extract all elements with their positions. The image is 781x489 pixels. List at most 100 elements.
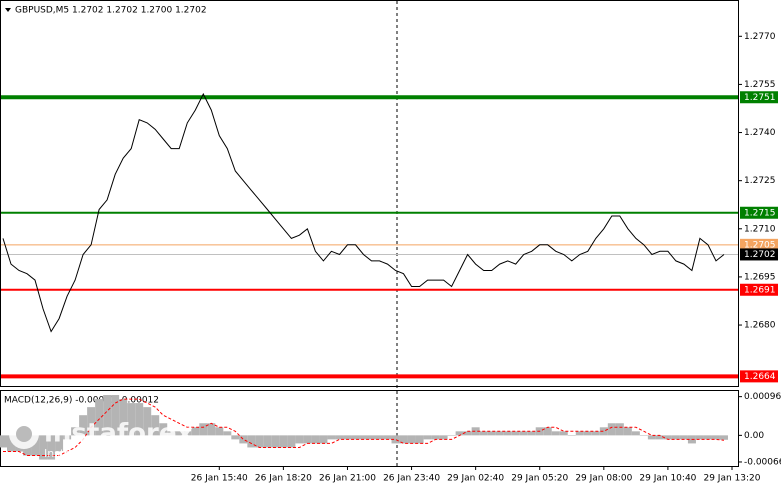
macd-bar: [575, 431, 584, 436]
watermark: instaforex Instant Forex Trading: [9, 419, 194, 460]
x-tick-label: 29 Jan 10:40: [639, 474, 696, 484]
macd-bar: [391, 435, 400, 444]
macd-bar: [343, 435, 352, 440]
macd-bar: [71, 427, 80, 436]
macd-bar: [511, 431, 520, 436]
macd-bar: [183, 431, 192, 436]
macd-bar: [671, 435, 680, 440]
signal-line: [3, 398, 725, 456]
macd-bar: [207, 423, 216, 436]
macd-bar: [143, 407, 152, 436]
macd-bar: [487, 431, 496, 436]
x-tick-label: 29 Jan 02:40: [447, 474, 504, 484]
macd-bar: [215, 427, 224, 436]
macd-bar: [159, 423, 168, 436]
macd-bar: [719, 435, 728, 440]
macd-bar: [615, 423, 624, 436]
y-tick-label: 1.2770: [744, 32, 776, 42]
macd-bar: [415, 435, 424, 444]
watermark-brand: instaforex: [44, 419, 194, 449]
y-tick-label: -0.00066: [744, 457, 781, 467]
x-tick-label: 26 Jan 15:40: [191, 474, 248, 484]
price-tag: [740, 206, 778, 219]
macd-bar: [255, 435, 264, 448]
price-tag-label: 1.2702: [744, 250, 776, 260]
macd-bar: [439, 435, 448, 440]
macd-bar: [695, 435, 704, 440]
y-tick-label: 0.00096: [744, 392, 781, 402]
macd-bar: [319, 435, 328, 444]
price-tag: [740, 238, 778, 251]
y-tick-label: 0.00: [744, 431, 764, 441]
macd-bar: [127, 403, 136, 436]
y-tick-label: 1.2710: [744, 224, 776, 234]
macd-bar: [55, 435, 64, 452]
price-tag-label: 1.2664: [744, 372, 776, 382]
macd-bar: [263, 435, 272, 448]
macd-bar: [375, 435, 384, 440]
macd-bar: [591, 431, 600, 436]
macd-bar: [63, 435, 72, 440]
macd-bar: [271, 435, 280, 448]
macd-bar: [311, 435, 320, 444]
macd-bar: [455, 431, 464, 436]
macd-bar: [119, 399, 128, 436]
price-tag: [740, 283, 778, 296]
macd-bar: [111, 395, 120, 436]
x-tick-label: 26 Jan 18:20: [255, 474, 312, 484]
macd-bar: [287, 435, 296, 448]
price-tag: [740, 248, 778, 261]
macd-bar: [231, 435, 240, 440]
macd-bar: [31, 435, 40, 456]
price-tag-label: 1.2715: [744, 208, 776, 218]
macd-bar: [47, 435, 56, 460]
x-tick-label: 26 Jan 21:00: [319, 474, 376, 484]
macd-bar: [167, 431, 176, 436]
macd-bar: [303, 435, 312, 444]
macd-bar: [447, 435, 456, 436]
macd-bar: [559, 431, 568, 436]
macd-bar: [711, 435, 720, 440]
macd-bar: [279, 435, 288, 448]
main-panel: [0, 0, 739, 387]
macd-bar: [463, 431, 472, 436]
macd-bar: [335, 435, 344, 440]
y-tick-label: 1.2695: [744, 272, 776, 282]
macd-bar: [239, 435, 248, 444]
macd-bar: [383, 435, 392, 440]
macd-bar: [295, 435, 304, 444]
x-tick-label: 26 Jan 23:40: [383, 474, 440, 484]
x-tick-label: 29 Jan 08:00: [575, 474, 632, 484]
price-tag-label: 1.2751: [744, 93, 776, 103]
macd-bar: [703, 435, 712, 440]
macd-bar: [39, 435, 48, 460]
macd-bar: [223, 431, 232, 436]
macd-bar: [351, 435, 360, 440]
macd-bar: [551, 431, 560, 436]
macd-bar: [151, 415, 160, 436]
macd-bar: [543, 427, 552, 436]
macd-bar: [103, 395, 112, 436]
macd-bar: [247, 435, 256, 448]
macd-bar: [599, 427, 608, 436]
y-tick-label: 1.2725: [744, 176, 776, 186]
price-tag-label: 1.2691: [744, 285, 776, 295]
macd-bar: [191, 427, 200, 436]
macd-bar: [479, 431, 488, 436]
macd-bar: [607, 423, 616, 436]
macd-bar: [423, 435, 432, 440]
watermark-logo-inner: [16, 426, 32, 442]
macd-bar: [407, 435, 416, 444]
macd-bar: [503, 431, 512, 436]
y-tick-label: 1.2755: [744, 80, 776, 90]
macd-bar: [663, 435, 672, 440]
price-tag: [740, 91, 778, 104]
menu-arrow: [5, 8, 11, 12]
macd-bar: [519, 431, 528, 436]
price-line: [2, 92, 725, 333]
macd-bar: [471, 427, 480, 436]
macd-bar: [639, 435, 648, 436]
macd-bar: [95, 399, 104, 436]
macd-bar: [647, 435, 656, 440]
